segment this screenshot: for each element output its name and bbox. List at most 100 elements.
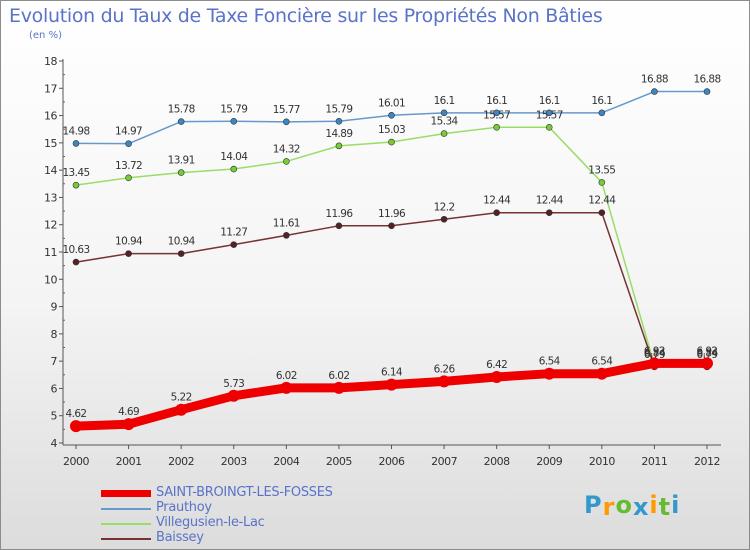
data-label: 12.44 bbox=[536, 195, 564, 207]
y-tick-label: 7 bbox=[51, 355, 58, 368]
data-label: 14.32 bbox=[273, 143, 300, 155]
data-label: 13.72 bbox=[115, 160, 142, 172]
data-label: 13.55 bbox=[588, 164, 615, 176]
data-label: 5.73 bbox=[223, 378, 244, 390]
data-label: 16.88 bbox=[693, 74, 720, 86]
data-point bbox=[598, 179, 606, 186]
data-point bbox=[493, 124, 500, 131]
data-point bbox=[438, 375, 451, 388]
data-label: 6.92 bbox=[697, 345, 718, 357]
data-label: 16.1 bbox=[591, 95, 612, 107]
data-label: 6.02 bbox=[328, 370, 349, 382]
y-tick-label: 15 bbox=[44, 137, 57, 150]
legend-label: SAINT-BROINGT-LES-FOSSES bbox=[156, 485, 333, 500]
data-point bbox=[493, 109, 500, 117]
data-point bbox=[598, 109, 606, 117]
logo-letter: o bbox=[615, 491, 633, 519]
data-label: 10.94 bbox=[115, 236, 143, 248]
x-tick-label: 2002 bbox=[168, 455, 194, 468]
data-point bbox=[490, 370, 503, 383]
data-point bbox=[125, 140, 132, 147]
data-label: 5.22 bbox=[171, 392, 192, 404]
data-point bbox=[72, 258, 80, 266]
data-point bbox=[335, 222, 343, 230]
data-point bbox=[493, 209, 500, 217]
data-point bbox=[545, 124, 553, 131]
data-label: 10.94 bbox=[168, 236, 196, 248]
data-label: 6.02 bbox=[276, 370, 297, 382]
data-point bbox=[545, 109, 553, 117]
logo-letter: t bbox=[658, 493, 672, 521]
x-tick-label: 2006 bbox=[379, 455, 405, 468]
data-point bbox=[177, 118, 185, 125]
data-label: 6.84 bbox=[697, 348, 719, 360]
data-point bbox=[651, 88, 658, 95]
y-tick-label: 9 bbox=[51, 301, 58, 314]
x-tick-label: 2007 bbox=[431, 455, 457, 468]
data-label: 10.63 bbox=[62, 244, 89, 256]
y-tick-label: 14 bbox=[44, 164, 57, 177]
data-label: 6.54 bbox=[591, 356, 613, 368]
data-point bbox=[122, 418, 135, 431]
data-point bbox=[280, 381, 293, 394]
data-label: 15.34 bbox=[431, 116, 459, 128]
data-label: 15.03 bbox=[378, 124, 405, 136]
x-tick-label: 2004 bbox=[273, 455, 299, 468]
data-point bbox=[543, 367, 556, 380]
data-point bbox=[440, 130, 448, 137]
data-label: 15.57 bbox=[536, 109, 563, 121]
data-point bbox=[335, 142, 343, 150]
data-label: 14.89 bbox=[325, 128, 352, 140]
legend-swatch-baissey bbox=[101, 538, 151, 540]
legend-label: Villegusien-le-Lac bbox=[156, 515, 265, 530]
x-tick-label: 2009 bbox=[536, 455, 562, 468]
data-point bbox=[283, 118, 290, 126]
data-point bbox=[598, 209, 606, 217]
data-label: 4.69 bbox=[118, 406, 139, 418]
y-tick-label: 8 bbox=[51, 328, 58, 341]
y-tick-label: 6 bbox=[51, 382, 58, 395]
data-label: 6.54 bbox=[539, 356, 561, 368]
data-label: 14.97 bbox=[115, 126, 142, 138]
logo-letter: x bbox=[632, 493, 650, 521]
data-label: 6.79 bbox=[644, 349, 665, 361]
x-tick-label: 2003 bbox=[221, 455, 247, 468]
data-label: 16.1 bbox=[539, 95, 560, 107]
data-point bbox=[388, 138, 395, 146]
data-label: 11.96 bbox=[325, 208, 353, 220]
data-point bbox=[595, 367, 608, 380]
data-label: 11.27 bbox=[220, 227, 247, 239]
x-tick-label: 2012 bbox=[694, 455, 720, 468]
data-label: 6.14 bbox=[381, 367, 403, 379]
data-point bbox=[703, 88, 711, 95]
y-tick-label: 17 bbox=[44, 82, 57, 95]
data-point bbox=[545, 209, 553, 217]
data-label: 15.57 bbox=[483, 109, 510, 121]
data-point bbox=[72, 140, 80, 147]
data-point bbox=[230, 165, 238, 173]
data-label: 14.04 bbox=[220, 151, 248, 163]
data-label: 11.61 bbox=[273, 217, 300, 229]
data-label: 12.2 bbox=[434, 201, 455, 213]
x-tick-label: 2001 bbox=[116, 455, 142, 468]
data-point bbox=[70, 420, 82, 433]
data-point bbox=[388, 111, 395, 119]
data-label: 11.96 bbox=[378, 208, 406, 220]
logo-letter: P bbox=[584, 491, 603, 519]
chart-title: Evolution du Taux de Taxe Foncière sur l… bbox=[9, 5, 603, 27]
data-point bbox=[72, 181, 80, 189]
data-point bbox=[125, 250, 132, 257]
data-point bbox=[332, 381, 345, 394]
y-tick-label: 10 bbox=[44, 273, 57, 286]
y-tick-label: 4 bbox=[51, 437, 58, 450]
y-tick-label: 18 bbox=[44, 55, 57, 68]
data-label: 13.91 bbox=[168, 155, 195, 167]
chart-subtitle: (en %) bbox=[29, 30, 62, 41]
data-label: 15.79 bbox=[220, 103, 247, 115]
legend-label: Baissey bbox=[156, 530, 204, 545]
data-label: 6.26 bbox=[434, 363, 456, 375]
data-point bbox=[177, 169, 185, 176]
data-label: 6.79 bbox=[697, 349, 718, 361]
proxiti-logo: Proxiti bbox=[584, 491, 680, 521]
